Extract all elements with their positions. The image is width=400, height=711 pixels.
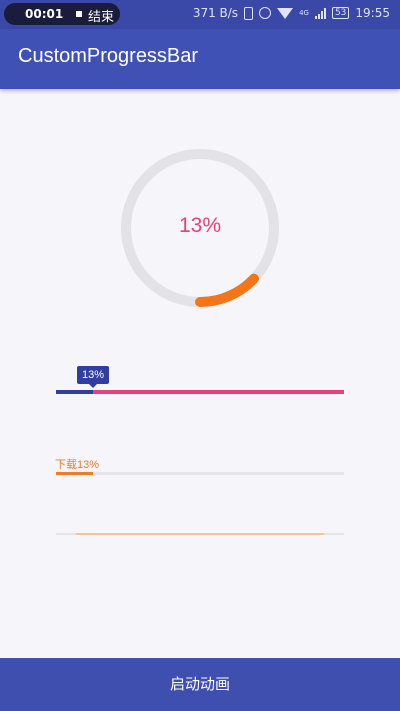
- recording-end-label: 结束: [88, 10, 115, 25]
- circular-progress-label: 13%: [178, 214, 222, 237]
- tooltip-progress-bar: [56, 390, 344, 394]
- thin-progress-fill: [76, 533, 324, 535]
- download-progress-label: 下载13%: [55, 459, 100, 471]
- download-progress-fill: [56, 472, 94, 475]
- signal-icon: [314, 7, 326, 19]
- stop-icon: [76, 11, 82, 17]
- app-title: CustomProgressBar: [18, 45, 199, 67]
- thin-progress-bar: [56, 533, 344, 535]
- circular-progress: [121, 149, 279, 307]
- alarm-icon: [259, 7, 272, 19]
- circular-progress-fill: [121, 149, 279, 307]
- screen-recording-pill[interactable]: 00:01 结束: [4, 3, 120, 25]
- app-bar: CustomProgressBar: [0, 29, 400, 89]
- network-type: 4G: [299, 9, 309, 17]
- download-progress-bar: [56, 472, 344, 475]
- tooltip-progress-fill: [56, 390, 94, 394]
- clock: 19:55: [355, 6, 390, 20]
- status-bar: 00:01 结束 371 B/s 4G 53 19:55: [0, 0, 400, 29]
- vibrate-icon: [244, 6, 254, 20]
- progress-tooltip-arrow: [89, 384, 97, 388]
- status-icons: 371 B/s 4G 53 19:55: [193, 6, 390, 20]
- wifi-icon: [277, 7, 294, 19]
- start-animation-button[interactable]: 启动动画: [0, 658, 400, 711]
- progress-tooltip: 13%: [77, 366, 109, 384]
- net-speed: 371 B/s: [192, 6, 239, 20]
- recording-time: 00:01: [25, 7, 64, 21]
- battery-icon: 53: [331, 7, 350, 19]
